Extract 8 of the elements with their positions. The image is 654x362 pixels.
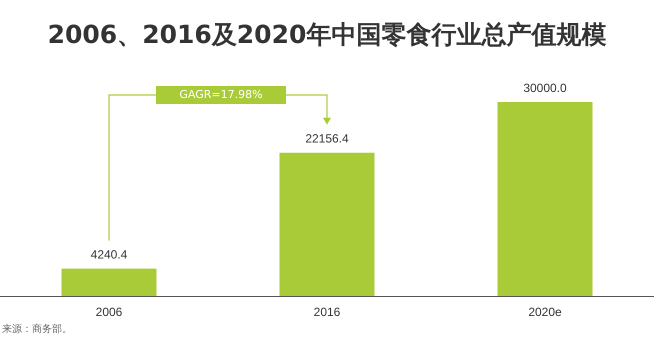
source-note: 来源：商务部。 (2, 322, 72, 336)
x-tick-label: 2016 (314, 305, 341, 319)
data-label: 30000.0 (523, 81, 568, 95)
data-label: 22156.4 (305, 132, 350, 146)
x-tick-label: 2006 (96, 305, 123, 319)
data-label: 4240.4 (90, 248, 128, 262)
chart-title: 2006、2016及2020年中国零食行业总产值规模 (46, 19, 608, 51)
x-tick-label: 2020e (528, 305, 562, 319)
